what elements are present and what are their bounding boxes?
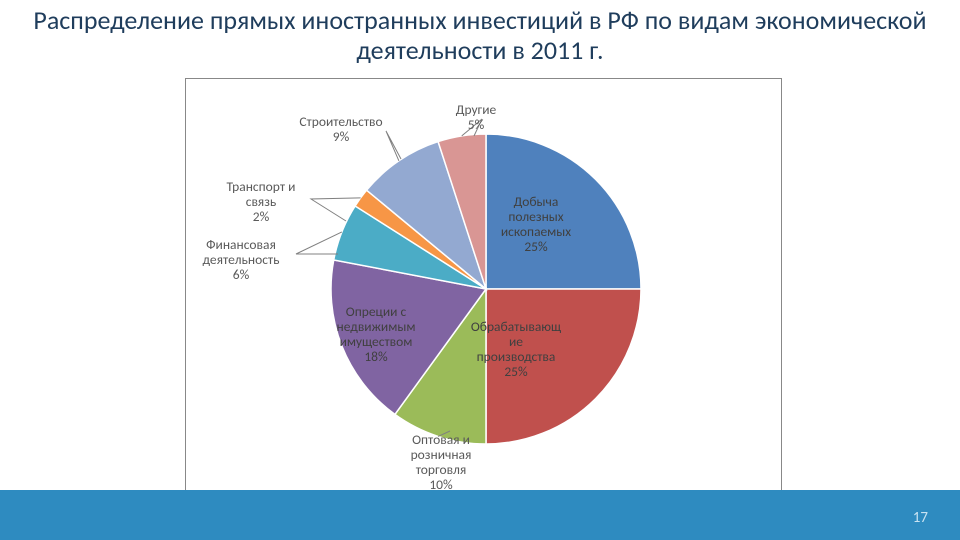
footer-bar — [0, 490, 960, 540]
page-title: Распределение прямых иностранных инвести… — [0, 6, 960, 66]
pie-slice-label: Обрабатывающ ие производства 25% — [461, 319, 571, 379]
pie-slice-label: Добыча полезных ископаемых 25% — [481, 194, 591, 254]
pie-chart: Добыча полезных ископаемых 25% Обрабатыва… — [185, 78, 782, 492]
page-number: 17 — [913, 509, 928, 527]
pie-slice-label: Другие 5% — [421, 102, 531, 132]
pie-slice-label: Опреции с недвижимым имуществом 18% — [321, 304, 431, 364]
pie-slice-label: Финансовая деятельность 6% — [186, 237, 296, 282]
pie-slice-label: Оптовая и розничная торговля 10% — [386, 432, 496, 492]
slide: Распределение прямых иностранных инвести… — [0, 0, 960, 540]
leader-line — [296, 232, 342, 254]
pie-svg — [186, 79, 781, 491]
pie-slice-label: Строительство 9% — [286, 114, 396, 144]
pie-slice-label: Транспорт и связь 2% — [206, 179, 316, 224]
